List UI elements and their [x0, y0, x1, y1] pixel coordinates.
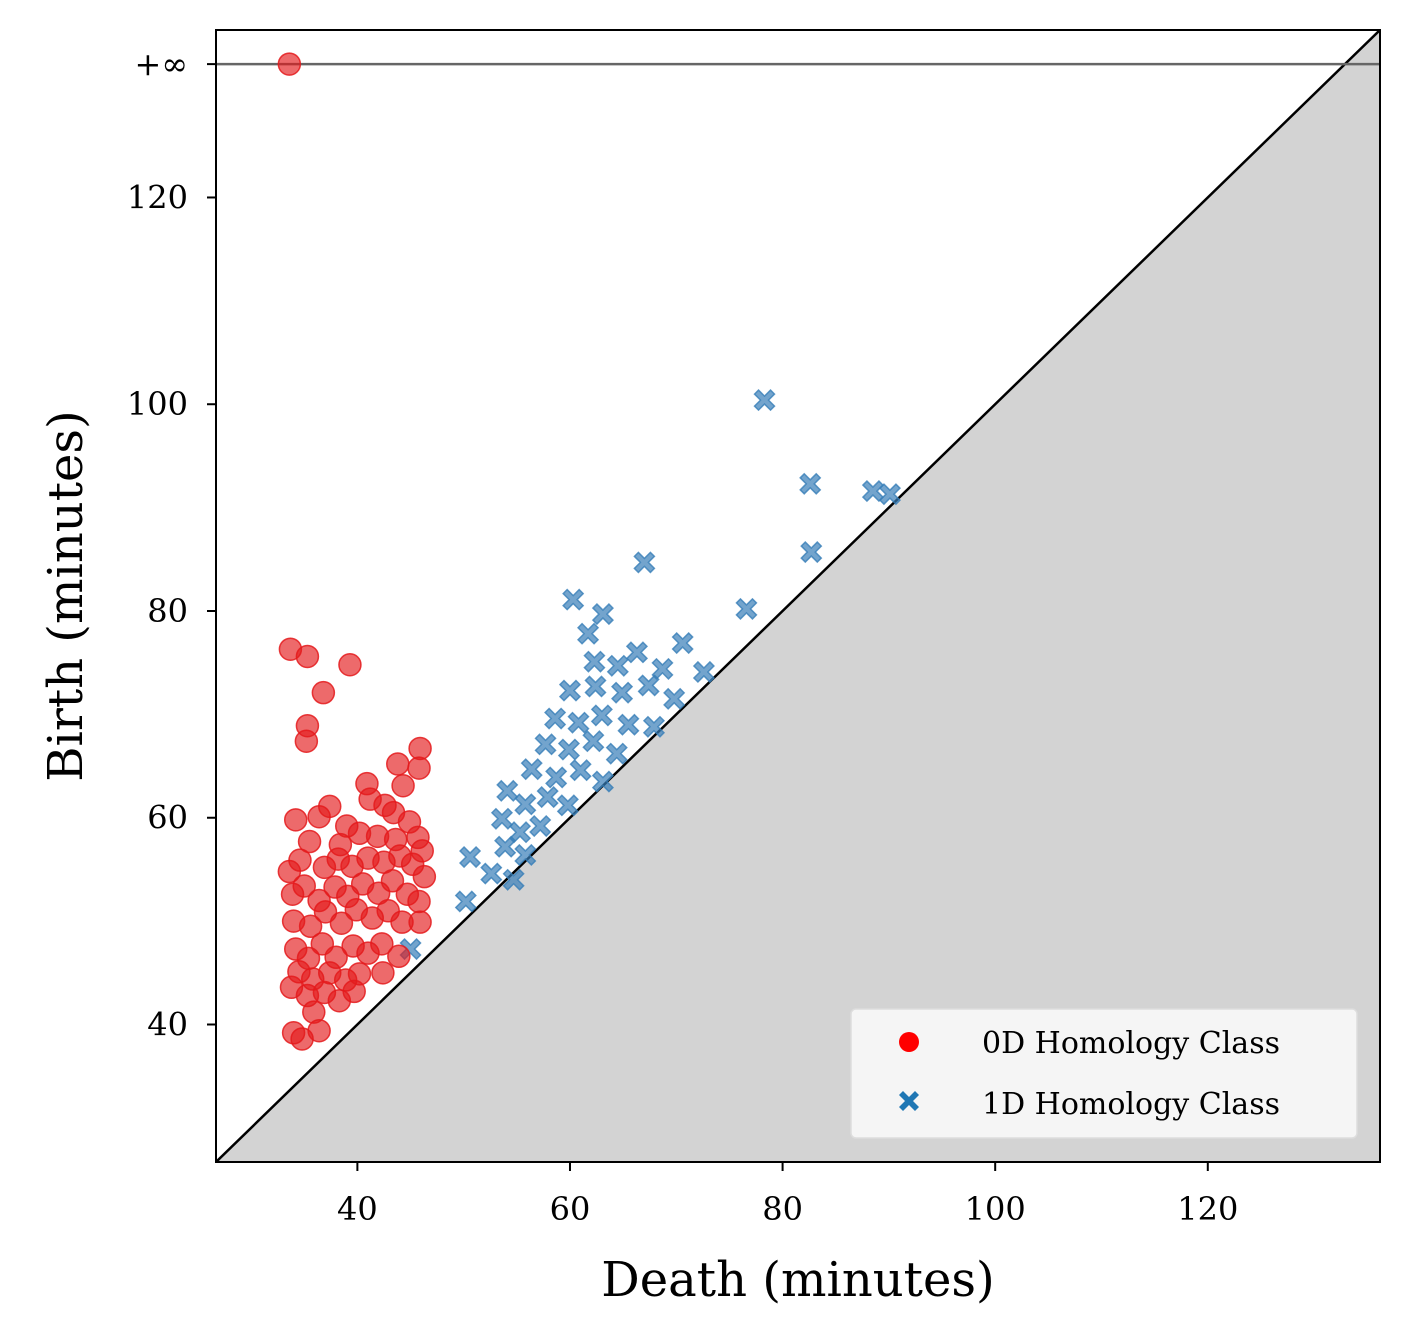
y-axis-ticks: 40 60 80 100 120 +∞ — [127, 45, 216, 1043]
y-tick-label: 40 — [147, 1006, 188, 1044]
point-0d — [392, 775, 414, 797]
point-0d — [372, 962, 394, 984]
point-0d — [308, 806, 330, 828]
point-0d — [409, 737, 431, 759]
point-0d — [285, 809, 307, 831]
point-0d — [413, 866, 435, 888]
point-0d — [343, 980, 365, 1002]
point-0d — [408, 890, 430, 912]
x-tick-label: 80 — [762, 1190, 803, 1228]
x-tick-label: 120 — [1177, 1190, 1238, 1228]
point-0d — [408, 757, 430, 779]
y-tick-label: 120 — [127, 178, 188, 216]
point-0d — [339, 654, 361, 676]
point-0d — [278, 53, 300, 75]
x-axis-ticks: 40 60 80 100 120 — [337, 1162, 1238, 1228]
legend-marker-0d — [899, 1032, 919, 1052]
y-axis-label: Birth (minutes) — [38, 410, 94, 782]
point-0d — [289, 849, 311, 871]
point-0d — [387, 753, 409, 775]
y-tick-label: 100 — [127, 385, 188, 423]
point-0d — [312, 682, 334, 704]
x-axis-label: Death (minutes) — [601, 1252, 994, 1308]
legend-label-1d: 1D Homology Class — [982, 1087, 1280, 1122]
point-0d — [295, 730, 317, 752]
point-0d — [308, 1020, 330, 1042]
x-tick-label: 40 — [337, 1190, 378, 1228]
point-0d — [388, 945, 410, 967]
y-tick-label: 80 — [147, 592, 188, 630]
x-tick-label: 60 — [550, 1190, 591, 1228]
legend-label-0d: 0D Homology Class — [982, 1026, 1280, 1061]
y-tick-label: +∞ — [135, 45, 188, 83]
y-tick-label: 60 — [147, 799, 188, 837]
point-0d — [296, 645, 318, 667]
point-0d — [409, 911, 431, 933]
x-tick-label: 100 — [965, 1190, 1026, 1228]
legend: 0D Homology Class 1D Homology Class — [851, 1009, 1357, 1138]
